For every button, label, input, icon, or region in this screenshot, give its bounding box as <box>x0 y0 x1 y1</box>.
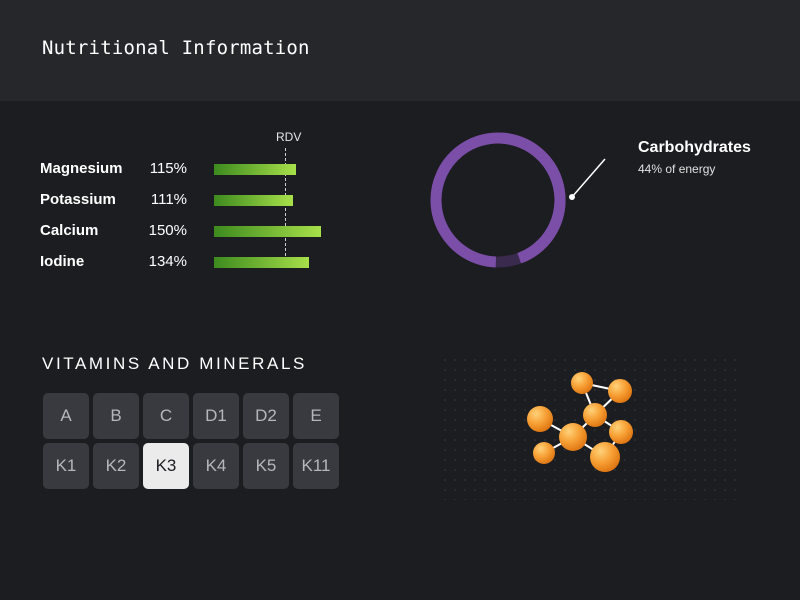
nutrient-bar <box>214 164 296 175</box>
nutrient-bar <box>214 257 310 268</box>
nutrient-percent: 150% <box>148 222 187 239</box>
nutrient-row: Potassium 111% <box>0 190 400 210</box>
nutrient-row: Calcium 150% <box>0 221 400 241</box>
nutrient-name: Potassium <box>40 191 116 208</box>
donut-arc <box>501 132 566 263</box>
rdv-line <box>285 148 286 266</box>
nutrient-bar <box>214 226 321 237</box>
nutrient-bar <box>214 195 293 206</box>
vitamin-button[interactable]: D1 <box>193 393 239 439</box>
vitamin-button[interactable]: A <box>43 393 89 439</box>
nutrient-bar-chart: RDV Magnesium 115% Potassium 111% Calciu… <box>0 101 400 301</box>
rdv-label: RDV <box>276 130 302 144</box>
callout-dot <box>569 194 575 200</box>
vitamin-button[interactable]: E <box>293 393 339 439</box>
vitamin-button[interactable]: D2 <box>243 393 289 439</box>
vitamin-button[interactable]: K2 <box>93 443 139 489</box>
nutrient-row: Magnesium 115% <box>0 159 400 179</box>
energy-sub-label: 44% of energy <box>638 162 716 176</box>
nutrient-name: Magnesium <box>40 160 123 177</box>
nutrient-name: Calcium <box>40 222 99 239</box>
vitamin-button[interactable]: K11 <box>293 443 339 489</box>
page-title: Nutritional Information <box>42 37 310 59</box>
vitamin-button[interactable]: K4 <box>193 443 239 489</box>
molecule-graphic <box>440 355 740 500</box>
nutrient-percent: 134% <box>148 253 187 270</box>
energy-donut: Carbohydrates 44% of energy <box>430 125 770 285</box>
nutrient-name: Iodine <box>40 253 85 270</box>
nutrient-percent: 115% <box>149 160 187 177</box>
vitamin-button[interactable]: K3 <box>143 443 189 489</box>
donut-chart <box>430 132 606 268</box>
vitamin-button[interactable]: C <box>143 393 189 439</box>
molecule-atoms <box>527 372 633 472</box>
energy-label: Carbohydrates <box>638 139 751 156</box>
vitamins-title: VITAMINS AND MINERALS <box>42 354 307 373</box>
nutrient-row: Iodine 134% <box>0 252 400 272</box>
header: Nutritional Information <box>0 0 800 101</box>
molecule-icon <box>440 355 740 500</box>
vitamin-button[interactable]: K5 <box>243 443 289 489</box>
callout-line <box>571 158 606 198</box>
vitamin-button[interactable]: B <box>93 393 139 439</box>
vitamin-button[interactable]: K1 <box>43 443 89 489</box>
nutrient-percent: 111% <box>150 191 187 208</box>
